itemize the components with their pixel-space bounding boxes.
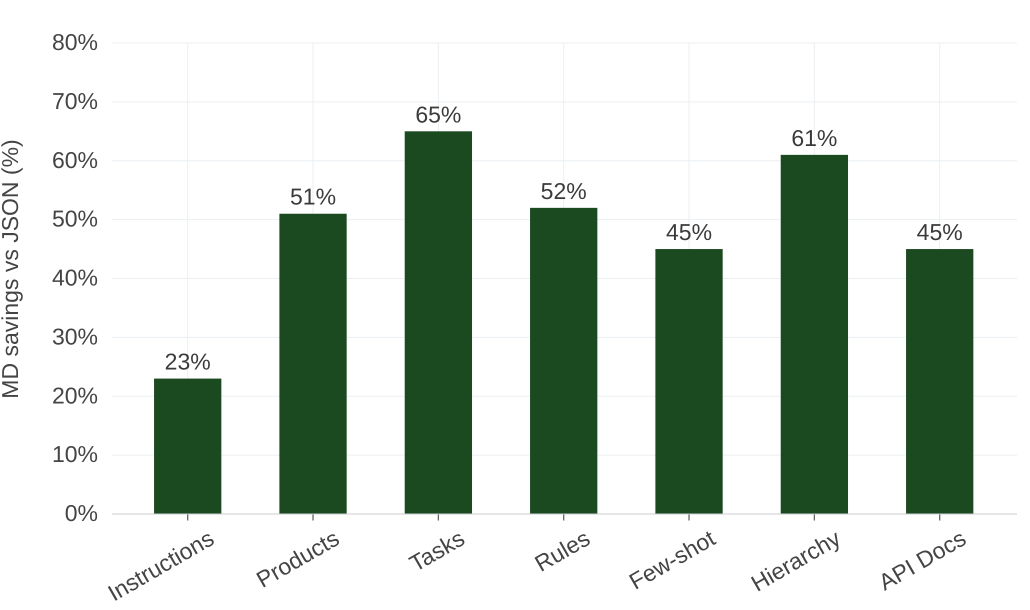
svg-text:70%: 70%: [52, 88, 98, 114]
svg-text:80%: 80%: [52, 29, 98, 55]
svg-text:65%: 65%: [415, 101, 461, 127]
svg-text:30%: 30%: [52, 323, 98, 349]
svg-text:MD savings vs JSON (%): MD savings vs JSON (%): [0, 139, 23, 398]
svg-text:23%: 23%: [165, 349, 211, 375]
svg-text:45%: 45%: [917, 219, 963, 245]
svg-text:52%: 52%: [541, 178, 587, 204]
svg-text:51%: 51%: [290, 184, 336, 210]
svg-text:61%: 61%: [791, 125, 837, 151]
svg-text:10%: 10%: [52, 441, 98, 467]
svg-text:40%: 40%: [52, 265, 98, 291]
svg-text:50%: 50%: [52, 206, 98, 232]
svg-text:20%: 20%: [52, 382, 98, 408]
svg-text:0%: 0%: [65, 500, 98, 526]
svg-text:60%: 60%: [52, 147, 98, 173]
svg-text:45%: 45%: [666, 219, 712, 245]
